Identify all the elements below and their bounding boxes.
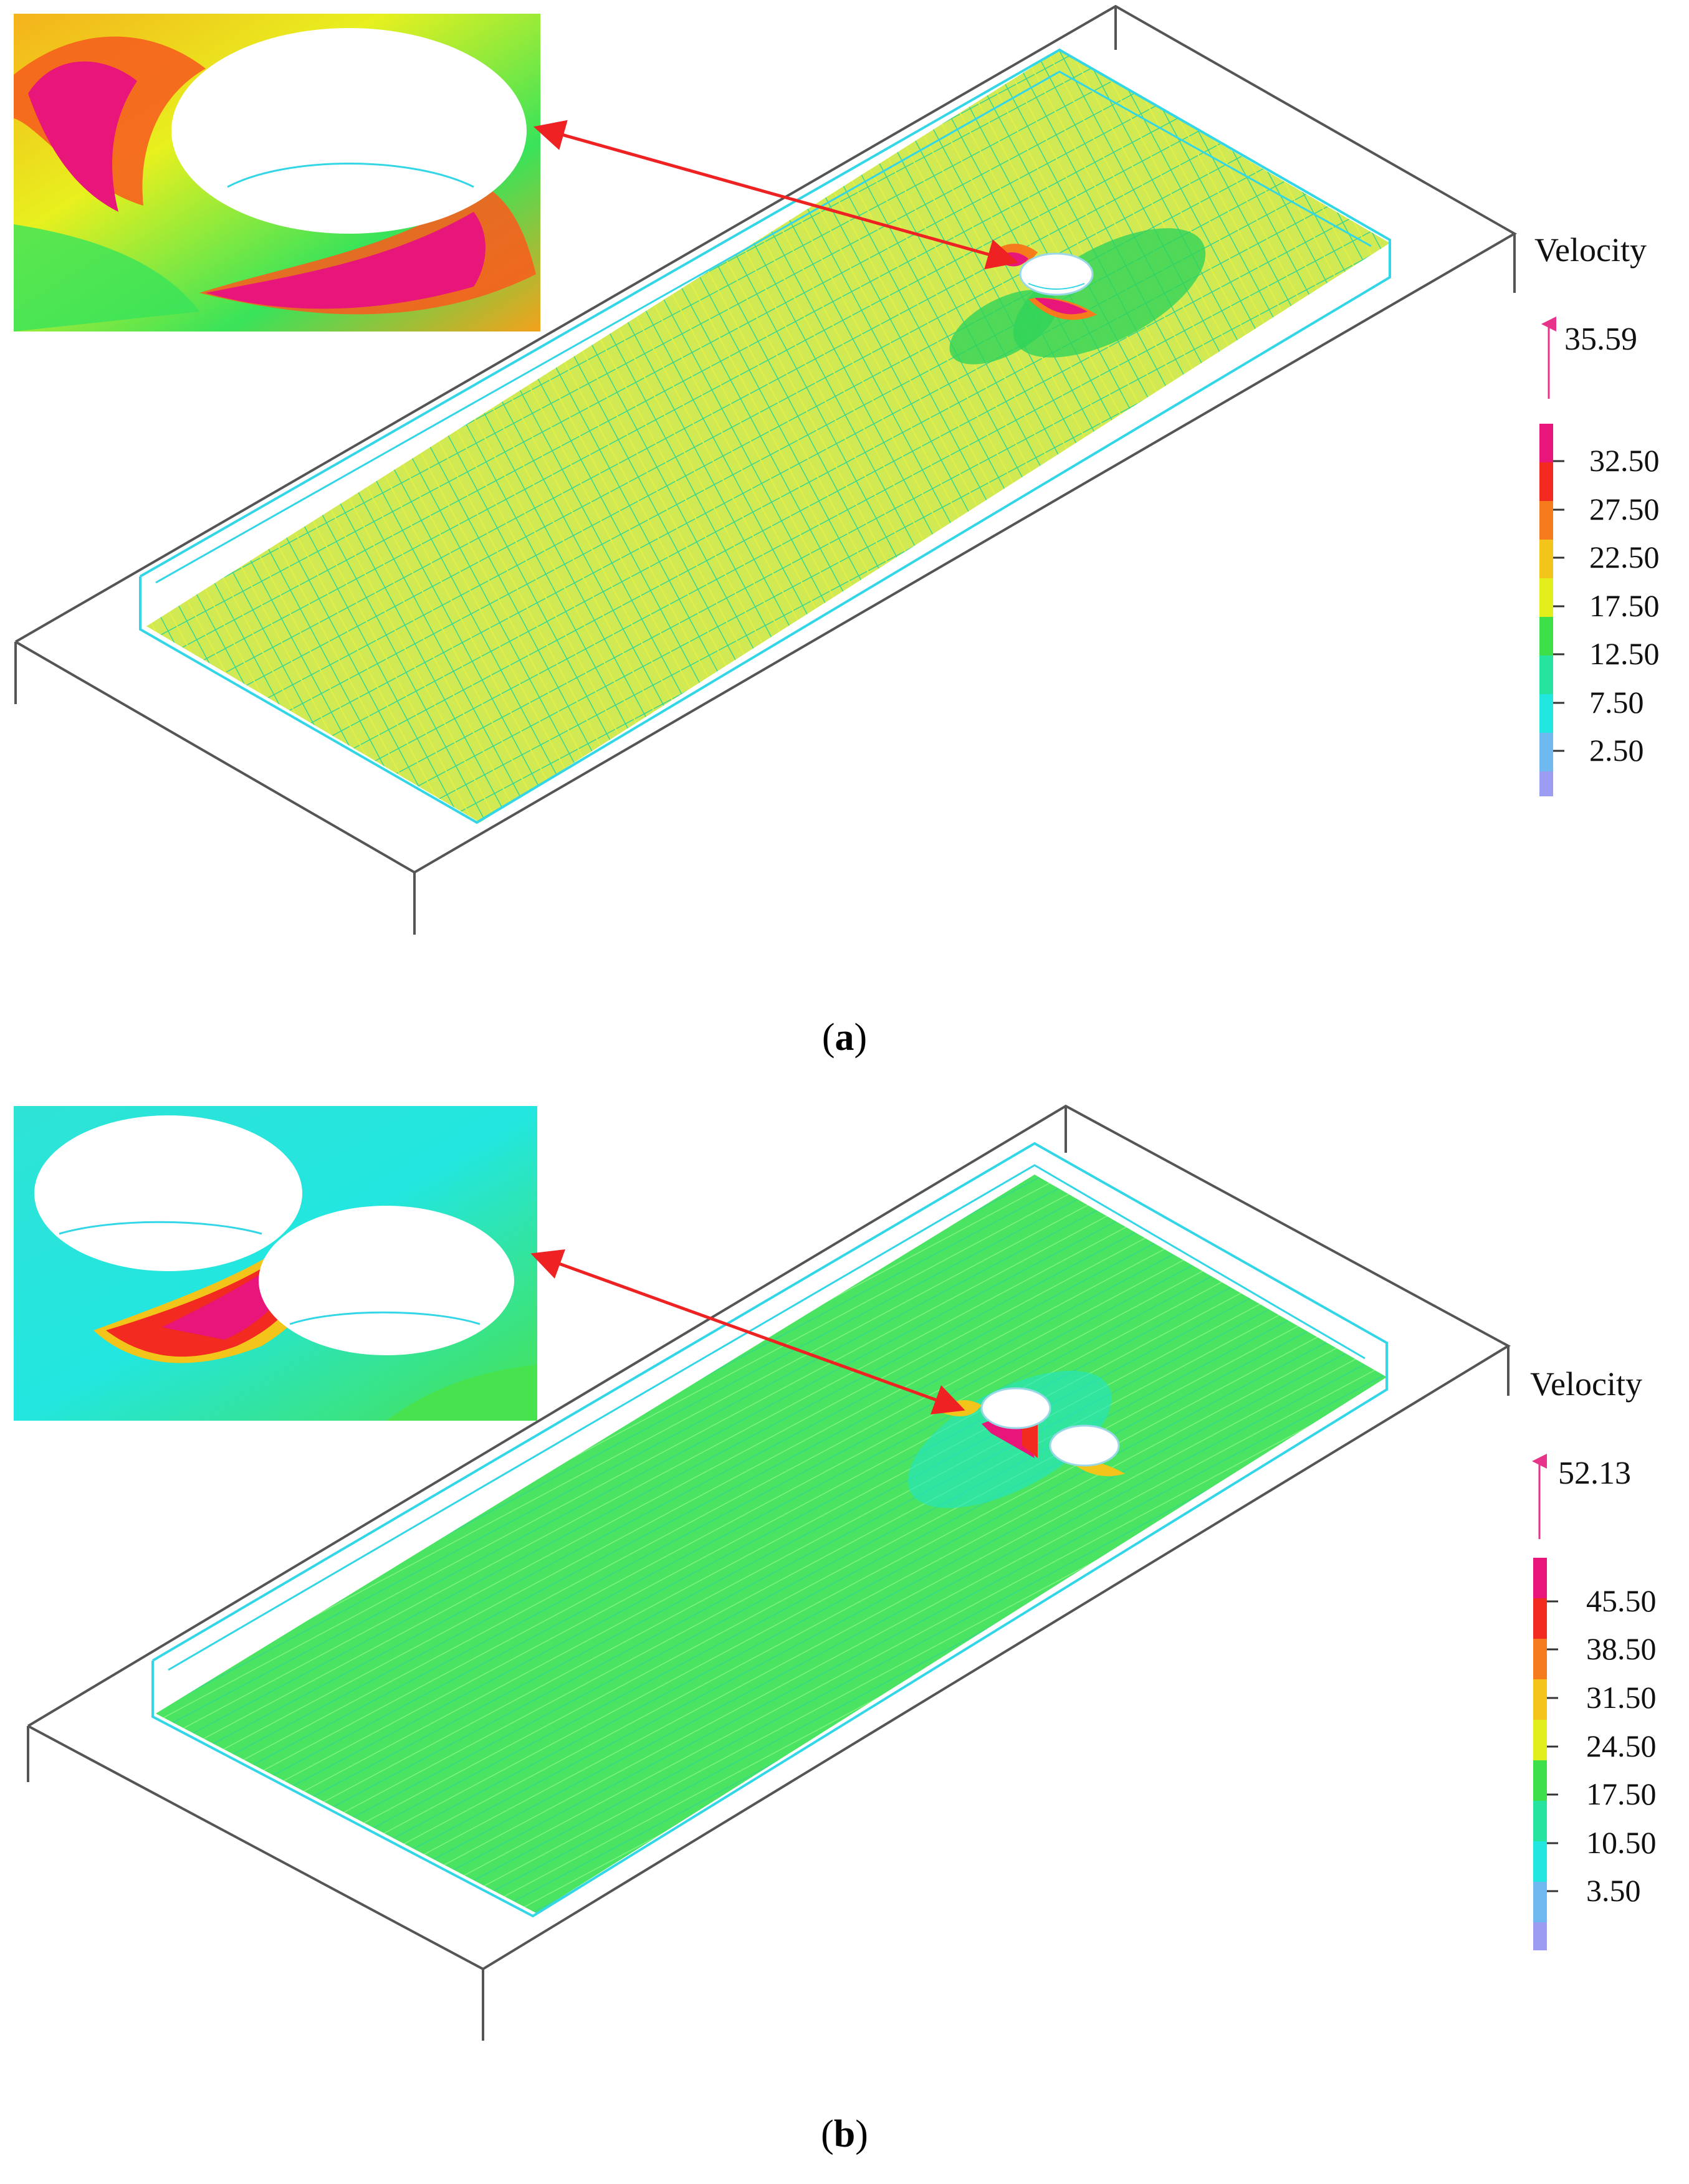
hole-a [1019,252,1094,296]
colorbar-tick-label: 17.50 [1586,1776,1657,1811]
hole-zoom-b-2 [259,1206,514,1355]
colorbar-tick-label: 2.50 [1589,733,1644,768]
zoom-pointer-arrow-b [530,1249,965,1415]
legend-title-a: Velocity [1534,231,1647,269]
caption-b: (b) [821,2113,868,2155]
panel-b-graphic [14,1104,1558,2041]
colorbar-b [1533,1558,1558,1950]
colorbar-tick-label: 17.50 [1589,588,1660,623]
panel-a: Velocity 35.59 32.50 27.50 22.50 17.50 1… [0,0,1689,1072]
colorbar-tick-label: 10.50 [1586,1825,1657,1860]
panel-b: Velocity 52.13 45.50 38.50 31.50 24.50 1… [0,1084,1689,2184]
colorbar-tick-label: 45.50 [1586,1583,1657,1618]
hole-b-1 [980,1387,1051,1429]
colorbar-tick-label: 3.50 [1586,1873,1641,1908]
mesh-plate [151,1142,1388,1918]
colorbar-tick-label: 38.50 [1586,1631,1657,1666]
colorbar-tick-label: 22.50 [1589,540,1660,575]
legend-title-b: Velocity [1530,1365,1642,1403]
colorbar-tick-label: 32.50 [1589,443,1660,478]
colorbar-tick-label: 31.50 [1586,1680,1657,1715]
hole-zoom-b-1 [34,1115,302,1271]
hole-b-2 [1049,1424,1120,1467]
legend-max-value-b: 52.13 [1558,1456,1631,1491]
legend-max-value-a: 35.59 [1564,322,1637,357]
colorbar-tick-label: 12.50 [1589,636,1660,671]
zoom-pointer-arrow-a [533,120,1019,270]
hole-zoom-a [171,28,527,234]
panel-a-graphic [14,4,1564,935]
colorbar-tick-label: 27.50 [1589,492,1660,527]
zoom-inset-a [14,14,540,331]
colorbar-tick-label: 7.50 [1589,685,1644,720]
colorbar-a [1539,424,1564,796]
colorbar-tick-label: 24.50 [1586,1729,1657,1763]
zoom-inset-b [14,1106,537,1421]
caption-a: (a) [821,1016,868,1059]
